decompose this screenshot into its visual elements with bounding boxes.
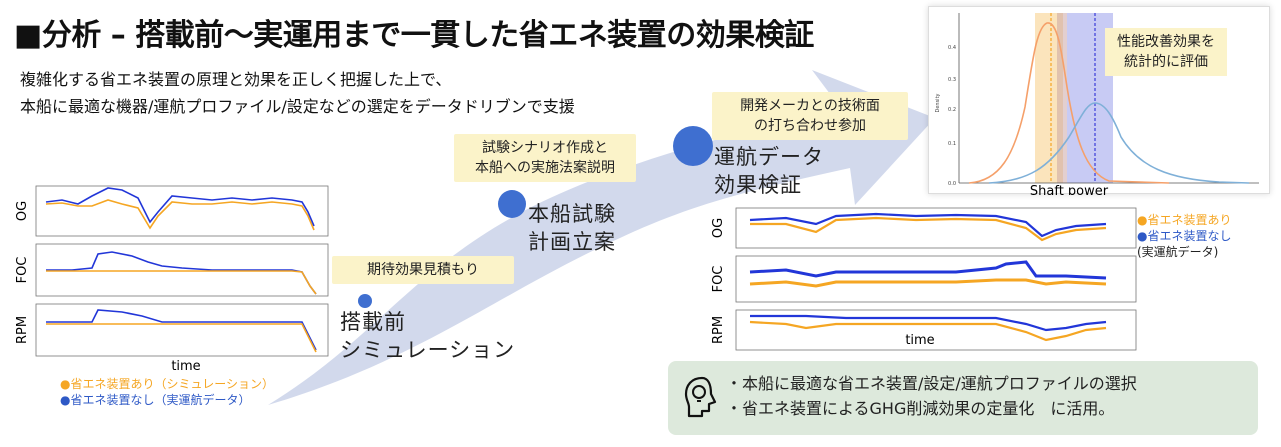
right-panel-og-frame (735, 207, 1137, 249)
lightbulb-head-icon (684, 376, 717, 418)
right-foc-orange-series (749, 278, 1107, 288)
page-subtitle: 複雑化する省エネ装置の原理と効果を正しく把握した上で、 本船に最適な機器/運航プ… (20, 66, 575, 120)
left-legend-blue: ●省エネ装置なし（実運航データ） (60, 393, 251, 407)
stage-note-verify: 開発メーカとの技術面 の打ち合わせ参加 (712, 92, 908, 140)
stage-label-verify: 運航データ 効果検証 (714, 145, 824, 197)
dist-ytick-4: 0.4 (948, 45, 956, 51)
left-panel-og: OG (15, 185, 329, 237)
subtitle-line-2: 本船に最適な機器/運航プロファイル/設定などの選定をデータドリブンで支援 (20, 97, 575, 116)
left-panel-foc-label: FOC (15, 257, 30, 284)
left-og-blue-series (45, 187, 315, 227)
summary-line-2: ・省エネ装置によるGHG削減効果の定量化 に活用。 (726, 399, 1115, 418)
right-foc-blue-series (749, 260, 1107, 280)
simulation-timeseries-chart: OG FOC RPM time (15, 185, 329, 374)
right-rpm-blue-series (750, 314, 1107, 332)
right-legend-orange: ●省エネ装置あり (1137, 213, 1232, 227)
summary-info-text: ・本船に最適な省エネ装置/設定/運航プロファイルの選択 ・省エネ装置によるGHG… (726, 371, 1137, 421)
right-rpm-orange-series (749, 320, 1107, 342)
right-chart-xlabel: time (905, 333, 934, 348)
operation-timeseries-chart: OG FOC RPM time (711, 207, 1137, 351)
left-panel-og-label: OG (15, 201, 30, 221)
dist-ytick-0: 0.0 (948, 181, 956, 187)
stage-label-plan: 本船試験 計画立案 (528, 202, 616, 254)
right-panel-foc: FOC (711, 255, 1137, 303)
left-og-orange-series (45, 199, 315, 231)
summary-info-box (668, 361, 1258, 435)
left-panel-rpm-frame (35, 303, 329, 357)
right-panel-foc-label: FOC (711, 266, 726, 293)
left-panel-rpm: RPM (15, 303, 329, 357)
blue-density-curve (988, 102, 1250, 184)
dist-ytick-2: 0.2 (948, 107, 956, 113)
right-legend-blue: ●省エネ装置なし (1137, 229, 1232, 243)
right-panel-og-label: OG (711, 218, 726, 238)
right-legend-note: (実運航データ) (1137, 245, 1219, 259)
stage-note-pre-text: 期待効果見積もり (367, 262, 479, 278)
left-panel-rpm-label: RPM (15, 316, 30, 344)
orange-density-curve (968, 22, 1170, 184)
left-foc-orange-series (46, 270, 317, 295)
overlap-band (1057, 13, 1067, 183)
subtitle-line-1: 複雑化する省エネ装置の原理と効果を正しく把握した上で、 (20, 70, 452, 89)
dist-xlabel: Shaft power (1030, 184, 1109, 195)
left-rpm-blue-series (46, 309, 317, 351)
summary-line-1: ・本船に最適な省エネ装置/設定/運航プロファイルの選択 (726, 374, 1137, 393)
stage-label-pre: 搭載前 シミュレーション (340, 310, 516, 362)
dist-annotation: 性能改善効果を 統計的に評価 (1105, 28, 1227, 76)
left-panel-og-frame (35, 185, 329, 237)
progress-arrow-shape (268, 70, 935, 405)
dist-ylabel: Density (935, 93, 941, 112)
stage-dot-verify (673, 126, 713, 166)
right-panel-foc-frame (735, 255, 1137, 303)
stage-note-pre: 期待効果見積もり (332, 256, 514, 284)
dist-ytick-3: 0.3 (948, 77, 956, 83)
right-panel-rpm-label: RPM (711, 316, 726, 344)
stage-dot-plan (498, 190, 526, 218)
stage-note-plan: 試験シナリオ作成と 本船への実施法案説明 (454, 134, 636, 182)
stage-note-verify-text: 開発メーカとの技術面 の打ち合わせ参加 (740, 98, 880, 134)
left-legend-orange: ●省エネ装置あり（シミュレーション） (60, 377, 274, 391)
right-og-orange-series (750, 216, 1107, 242)
stage-dot-pre (358, 294, 372, 308)
left-chart-xlabel: time (171, 359, 200, 374)
right-og-blue-series (749, 212, 1107, 238)
page-title: ■分析 – 搭載前〜実運用まで一貫した省エネ装置の効果検証 (14, 18, 814, 53)
stage-note-plan-text: 試験シナリオ作成と 本船への実施法案説明 (475, 140, 615, 176)
right-panel-og: OG (711, 207, 1137, 249)
left-rpm-orange-series (46, 323, 317, 353)
dist-ytick-1: 0.1 (948, 141, 956, 147)
